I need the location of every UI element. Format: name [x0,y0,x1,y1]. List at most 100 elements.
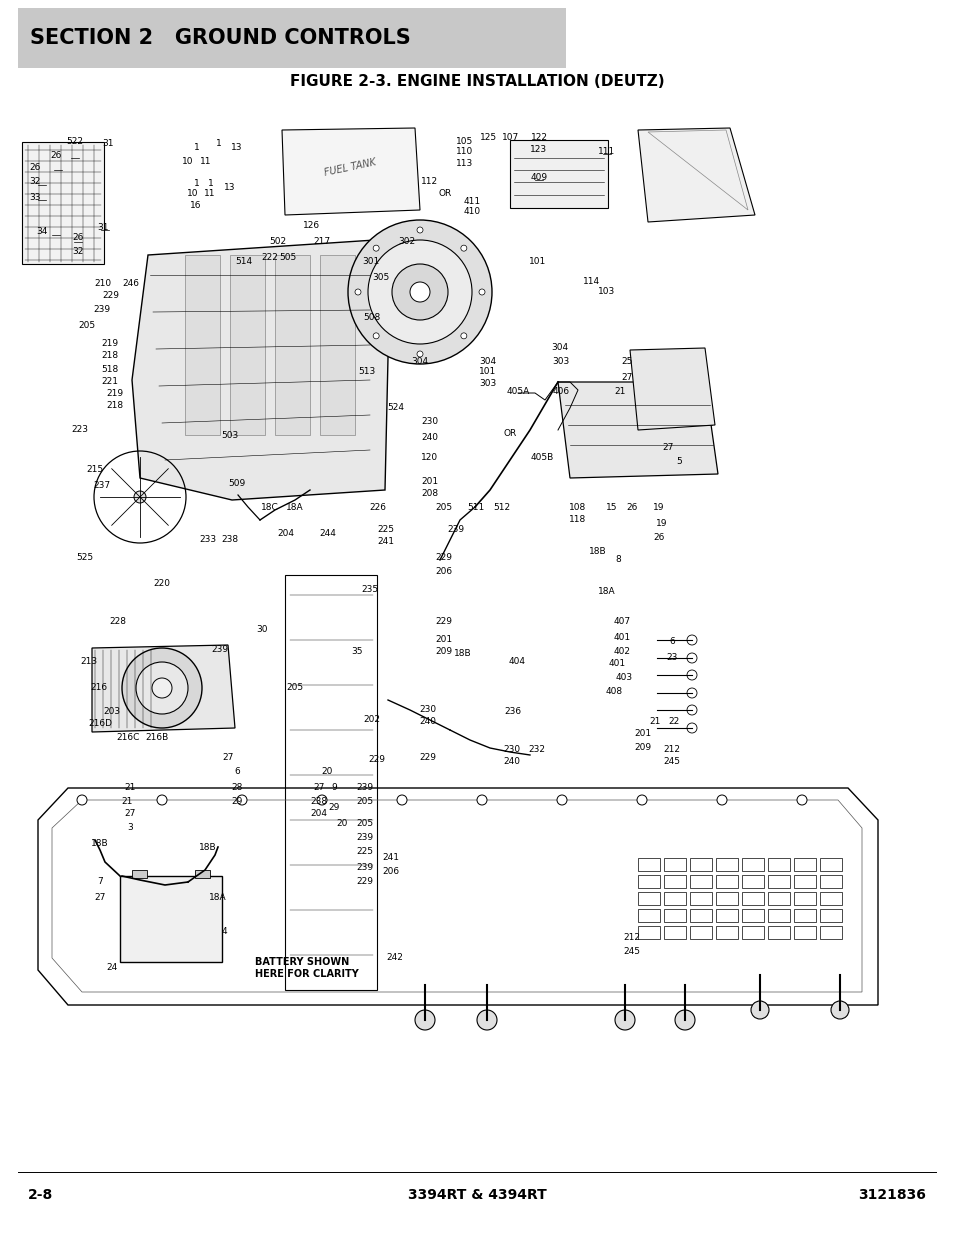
Text: 21: 21 [649,718,660,726]
Text: 10: 10 [187,189,198,198]
Bar [689,858,711,871]
Text: 226: 226 [369,503,386,511]
Text: 205: 205 [286,683,303,692]
Text: 27: 27 [313,783,324,792]
Text: 239: 239 [212,645,229,653]
Text: 410: 410 [463,207,480,216]
Text: 5: 5 [676,457,681,467]
Text: 27: 27 [620,373,632,382]
Text: 522: 522 [67,137,84,147]
Circle shape [415,1010,435,1030]
Text: 518: 518 [101,364,118,373]
Text: 240: 240 [419,718,436,726]
Text: 18B: 18B [91,840,109,848]
Text: 508: 508 [363,314,380,322]
Bar [767,892,789,905]
Text: 13: 13 [224,184,235,193]
Bar [716,909,738,923]
Circle shape [416,351,422,357]
Text: 120: 120 [421,452,438,462]
Polygon shape [638,128,754,222]
Text: 245: 245 [623,947,639,956]
Circle shape [373,246,378,251]
Circle shape [478,289,484,295]
Bar [793,858,815,871]
Text: 524: 524 [387,403,404,411]
Bar [767,926,789,939]
Polygon shape [132,240,390,500]
Circle shape [316,795,327,805]
Text: 32: 32 [72,247,84,257]
Text: 34: 34 [36,227,48,236]
Text: 244: 244 [319,530,336,538]
Text: 241: 241 [377,537,395,547]
Bar [663,876,685,888]
Circle shape [355,289,360,295]
Bar [820,858,841,871]
Circle shape [796,795,806,805]
Text: 235: 235 [361,584,378,594]
Text: 208: 208 [421,489,438,499]
Circle shape [133,492,146,503]
Text: 26: 26 [30,163,41,172]
Bar [18,7,565,68]
Text: OR: OR [503,430,517,438]
Text: HERE FOR CLARITY: HERE FOR CLARITY [254,969,358,979]
Text: OR: OR [438,189,451,199]
Bar [663,892,685,905]
Text: 20: 20 [336,820,347,829]
Bar [638,926,659,939]
Text: FIGURE 2-3. ENGINE INSTALLATION (DEUTZ): FIGURE 2-3. ENGINE INSTALLATION (DEUTZ) [290,74,663,89]
Text: 245: 245 [662,757,679,767]
Text: 24: 24 [107,962,117,972]
Text: 222: 222 [261,252,278,262]
Text: 123: 123 [530,144,547,153]
Bar [820,926,841,939]
Text: 401: 401 [608,659,625,668]
Text: 503: 503 [221,431,238,440]
Text: 239: 239 [356,832,374,841]
Text: 202: 202 [363,715,380,724]
Text: 26: 26 [51,151,62,159]
Text: SECTION 2   GROUND CONTROLS: SECTION 2 GROUND CONTROLS [30,28,411,48]
Text: 1: 1 [193,179,200,188]
Text: 31: 31 [97,224,109,232]
Circle shape [157,795,167,805]
Text: 218: 218 [107,401,124,410]
Text: 29: 29 [231,798,242,806]
Circle shape [717,795,726,805]
Text: 31: 31 [102,138,113,147]
Text: 219: 219 [107,389,124,399]
Text: 1: 1 [193,142,200,152]
Text: 22: 22 [668,718,679,726]
Text: 201: 201 [435,635,452,643]
Text: 18A: 18A [286,503,303,511]
Circle shape [373,333,378,338]
Bar [663,858,685,871]
Text: 407: 407 [613,618,630,626]
Bar [767,858,789,871]
Text: 209: 209 [435,647,452,657]
Text: 6: 6 [233,767,239,777]
Text: 405B: 405B [530,452,553,462]
Text: 221: 221 [101,377,118,385]
Polygon shape [91,645,234,732]
Text: 203: 203 [103,708,120,716]
Text: 29: 29 [328,803,339,811]
Bar [793,892,815,905]
Text: 246: 246 [122,279,139,288]
Text: 304: 304 [479,357,497,367]
Text: 242: 242 [386,952,403,962]
Text: 21: 21 [124,783,135,792]
Bar [716,858,738,871]
Text: 223: 223 [71,426,89,435]
Text: 27: 27 [222,752,233,762]
Bar [22,142,104,264]
Text: 20: 20 [321,767,333,777]
Bar [793,876,815,888]
Polygon shape [282,128,419,215]
Bar [274,254,310,435]
Text: 212: 212 [662,745,679,753]
Text: 216C: 216C [116,732,139,741]
Text: 26: 26 [72,233,84,242]
